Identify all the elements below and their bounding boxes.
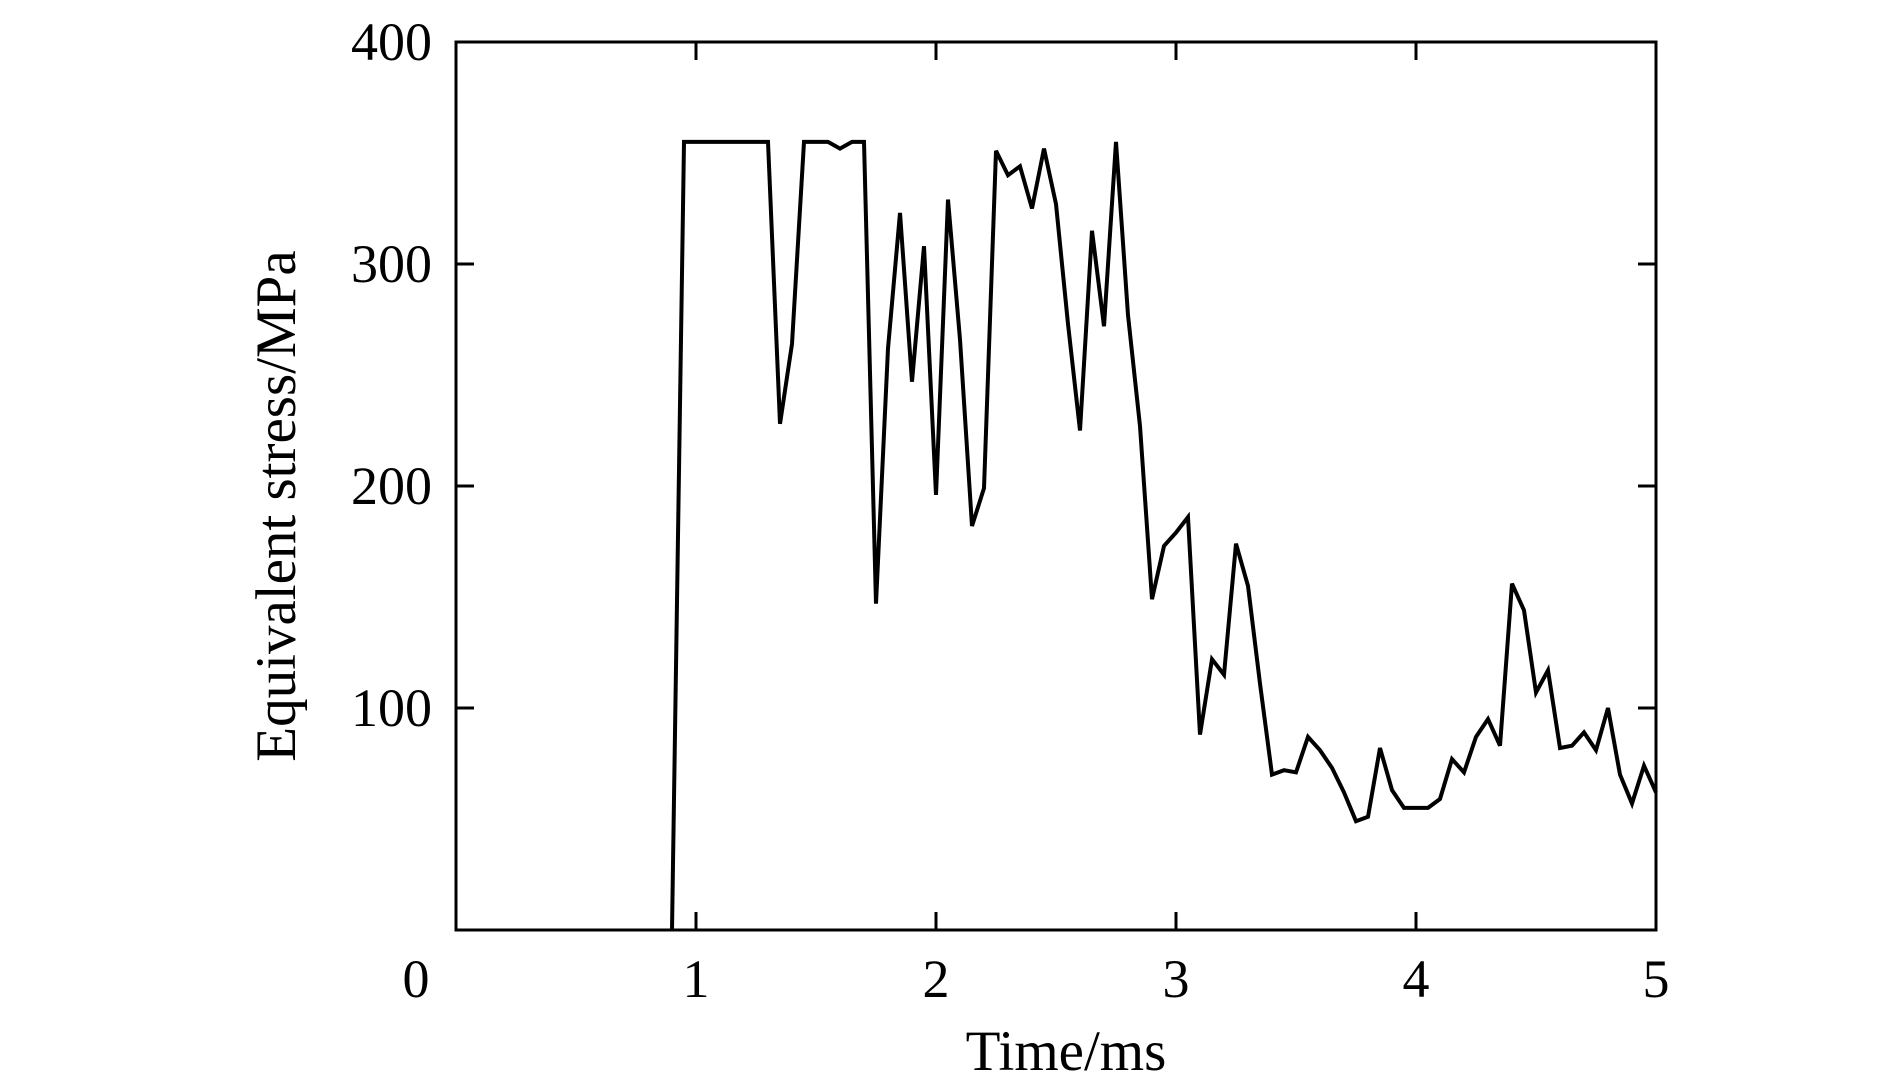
tick-labels: 1 2 3 4 5 100 200 300 400 bbox=[351, 12, 1670, 1009]
axis-ticks bbox=[456, 42, 1656, 930]
origin-label: 0 bbox=[403, 949, 430, 1009]
series-line bbox=[670, 139, 1658, 931]
y-tick-label: 100 bbox=[351, 678, 432, 738]
y-tick-label: 200 bbox=[351, 456, 432, 516]
y-tick-label: 300 bbox=[351, 234, 432, 294]
x-tick-label: 1 bbox=[683, 949, 710, 1009]
x-tick-label: 5 bbox=[1643, 949, 1670, 1009]
x-axis-title: Time/ms bbox=[966, 1020, 1167, 1083]
x-tick-label: 3 bbox=[1163, 949, 1190, 1009]
x-tick-label: 4 bbox=[1403, 949, 1430, 1009]
y-tick-label: 400 bbox=[351, 12, 432, 72]
x-tick-label: 2 bbox=[923, 949, 950, 1009]
plot-frame bbox=[454, 40, 1658, 932]
y-axis-title: Equivalent stress/MPa bbox=[245, 250, 308, 761]
